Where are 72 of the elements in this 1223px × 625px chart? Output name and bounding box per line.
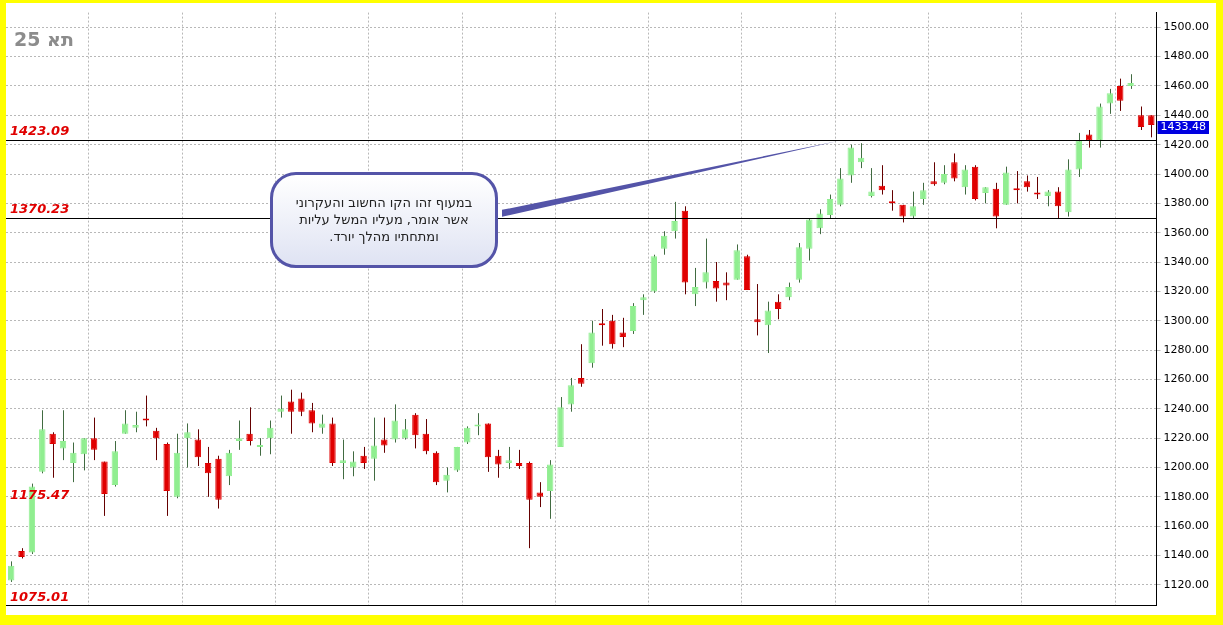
candlestick [298,392,305,417]
y-tick-label: 1500.00 [1163,20,1210,34]
y-tick-label: 1460.00 [1163,78,1210,92]
candlestick [619,317,626,348]
candlestick [70,442,77,483]
candlestick [764,301,772,354]
speech-bubble: במעוף זהו הקו החשוב והעקרוני אשר אומר, מעליו המשל עליות ומתחתיו מהלך יורד. [270,141,839,268]
y-tick-label: 1380.00 [1163,196,1210,210]
candlestick [339,439,347,480]
candlestick [515,449,523,470]
candlestick [578,343,585,388]
y-tick-label: 1240.00 [1163,401,1210,415]
y-tick-label: 1300.00 [1163,313,1210,327]
candlestick [724,271,729,301]
text: תא 25 [14,28,74,50]
candlestick [920,182,927,206]
y-tick-label: 1220.00 [1163,430,1210,444]
candlestick [505,446,512,470]
text: 1433.48 [1160,120,1207,134]
y-tick-label: 1320.00 [1163,284,1210,298]
candlestick [754,283,761,336]
candlestick [184,422,191,468]
annotation: 1175.47 [10,486,71,502]
candlestick [536,481,544,508]
candlestick [277,395,284,419]
candlestick [702,238,709,289]
candlestick [132,411,139,433]
candlestick [868,167,875,198]
candlestick [909,191,917,219]
annotation: במעוף זהו הקו החשוב והעקרוני אשר אומר, מעליו המשל עליות ומתחתיו מהלך יורד. [270,171,498,268]
candlestick [930,161,937,187]
candlestick [1106,88,1114,115]
candlestick [90,417,98,461]
candlestick [816,208,823,235]
candlestick [1137,106,1145,131]
y-tick-label: 1160.00 [1163,519,1210,533]
y-tick-label: 1400.00 [1163,166,1210,180]
candlestick [267,420,274,455]
y-tick-label: 1360.00 [1163,225,1210,239]
candlestick [443,466,450,493]
y-tick-label: 1420.00 [1163,137,1210,151]
y-tick-label: 1140.00 [1163,548,1210,562]
candlestick [951,152,958,182]
candlestick [412,412,419,449]
candlestick [360,446,367,470]
y-tick-label: 1120.00 [1163,577,1210,591]
y-tick-label: 1340.00 [1163,254,1210,268]
candlestick [495,449,502,479]
candlestick [1117,78,1124,112]
candlestick [401,418,409,441]
candlestick [391,403,398,444]
annotation: 1075.01 [10,588,70,604]
candlestick [49,431,56,479]
candlestick [153,427,160,461]
candlestick [236,420,243,451]
ref-line-label: 1423.09 [10,123,70,139]
y-tick-label: 1180.00 [1163,489,1210,503]
candlestick [287,389,295,435]
candlestick [246,406,253,446]
candlestick [318,414,326,435]
y-tick-label: 1200.00 [1163,460,1210,474]
candlestick [609,314,616,350]
candlestick [671,201,678,240]
y-tick-label: 1440.00 [1163,108,1210,122]
ref-line-label: 1370.23 [10,201,70,217]
candlestick [370,417,378,482]
candlestick [640,293,647,316]
y-tick-label: 1260.00 [1163,372,1210,386]
candlestick [940,164,948,185]
y-tick-label: 1280.00 [1163,342,1210,356]
candlestick [629,302,637,335]
y-tick-label: 1480.00 [1163,49,1210,63]
